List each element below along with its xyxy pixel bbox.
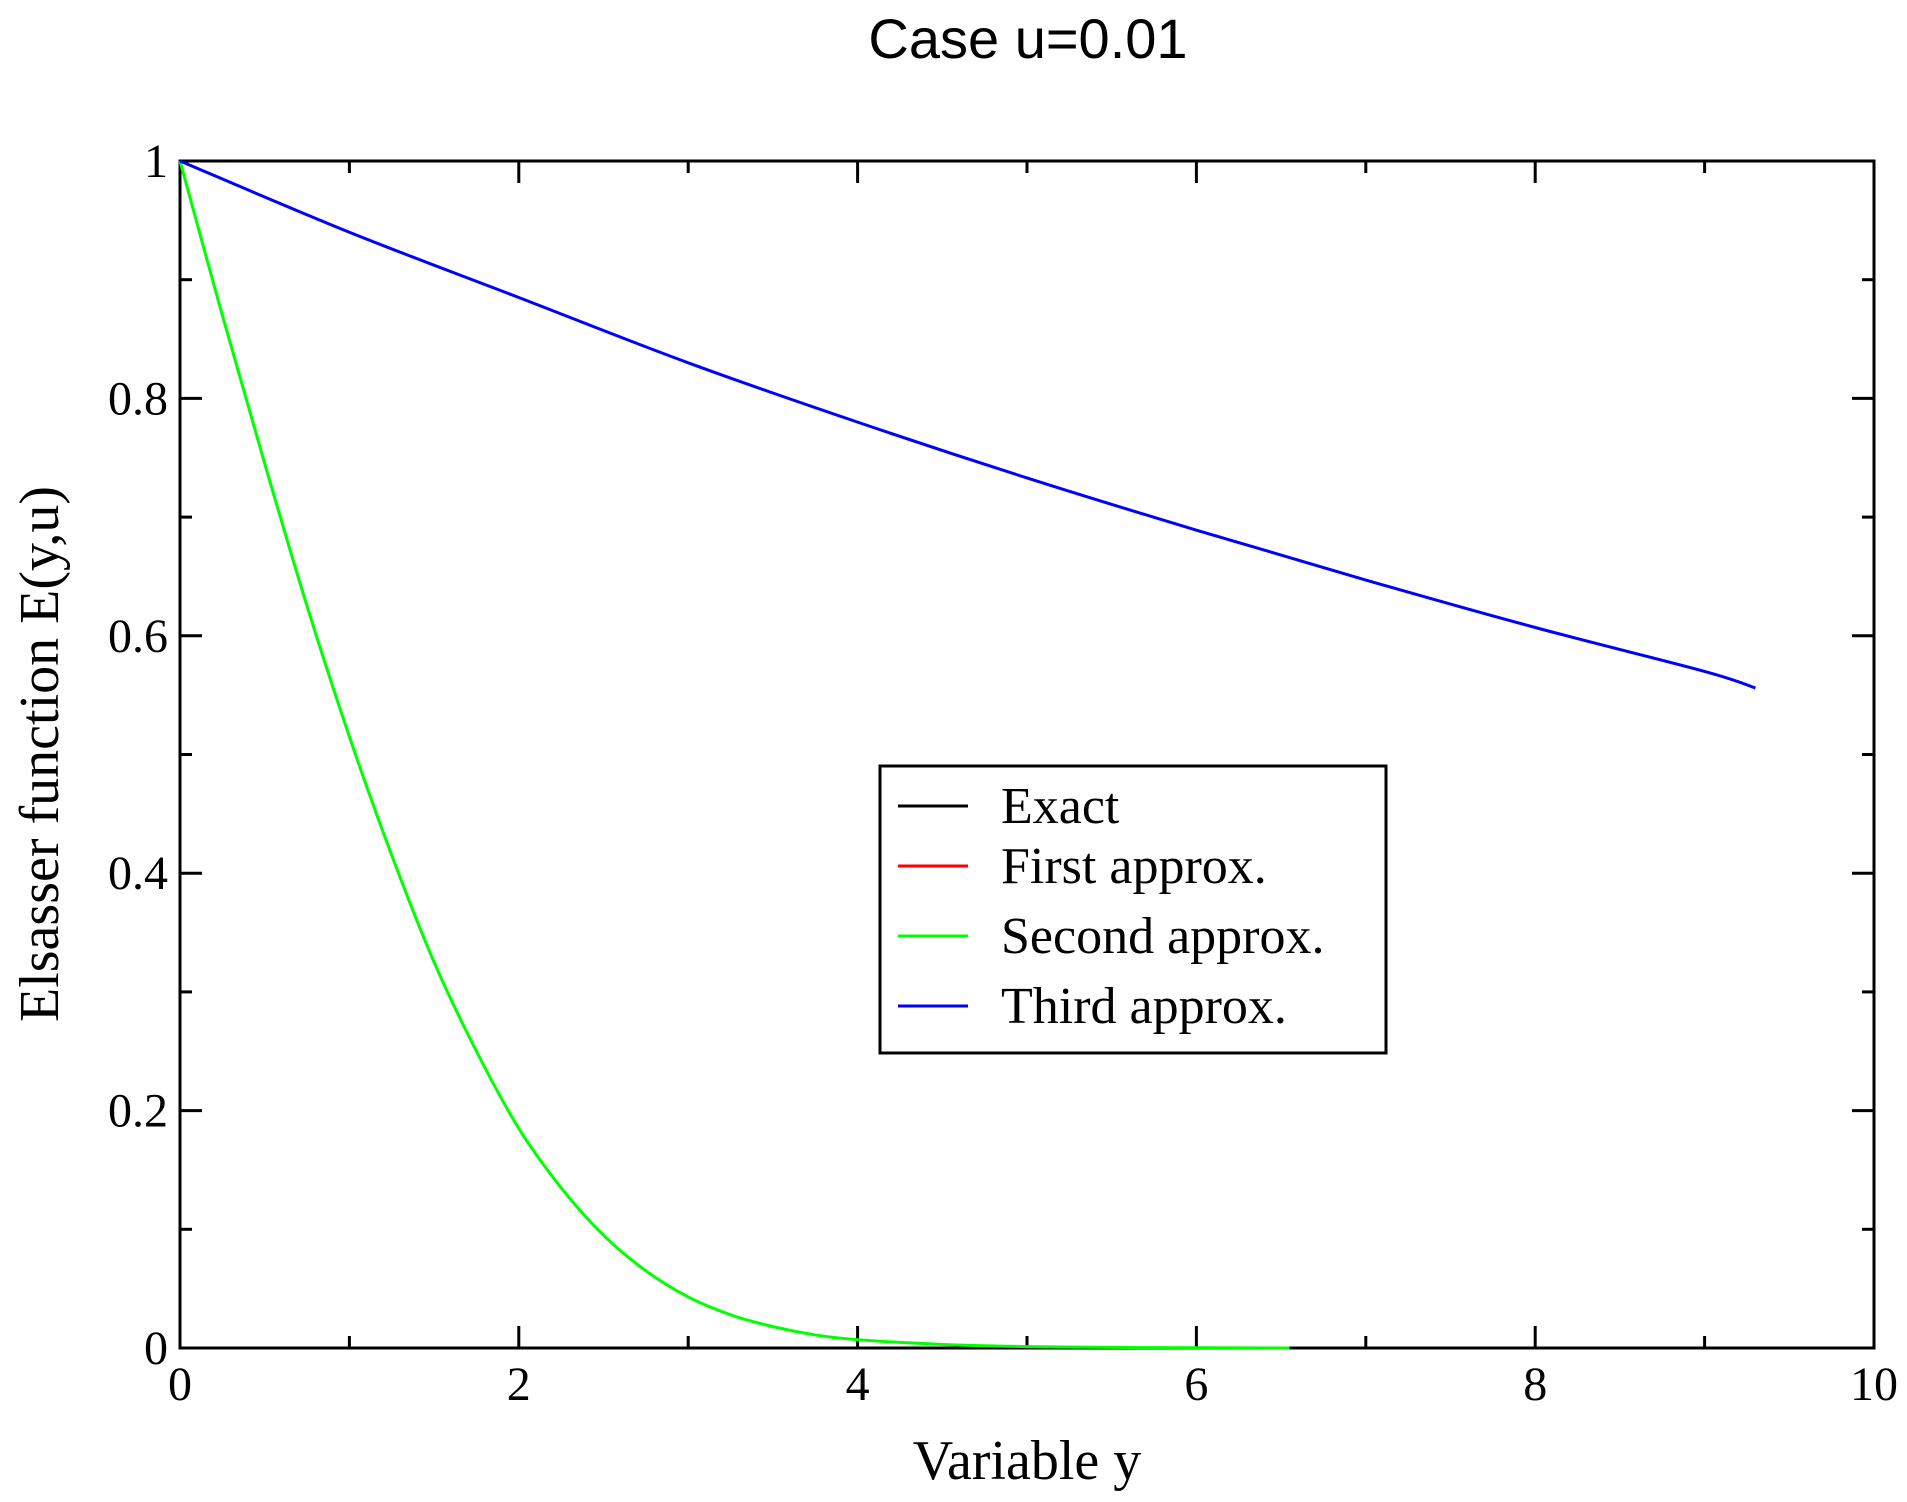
x-tick-labels: 0 2 4 6 8 10	[168, 1358, 1898, 1411]
y-tick-label: 0.2	[108, 1085, 168, 1138]
series-line-third-approx	[179, 159, 1756, 690]
plot-frame	[178, 159, 1876, 1350]
x-tick-label: 4	[846, 1358, 870, 1411]
x-tick-label: 2	[507, 1358, 531, 1411]
series-line-second-approx	[178, 160, 1290, 1350]
y-tick-label: 0.4	[108, 847, 168, 900]
tick-marks	[178, 159, 1876, 1350]
y-axis-label: Elsasser function E(y,u)	[9, 486, 71, 1022]
x-tick-label: 0	[168, 1358, 192, 1411]
y-tick-label: 0.8	[108, 372, 168, 425]
legend-label-third-approx: Third approx.	[1001, 978, 1287, 1035]
y-tick-label: 1	[144, 135, 168, 188]
x-tick-label: 10	[1850, 1358, 1898, 1411]
y-tick-label: 0	[144, 1322, 168, 1375]
legend-label-first-approx: First approx.	[1001, 838, 1267, 895]
x-tick-label: 8	[1523, 1358, 1547, 1411]
series-lines	[178, 159, 1756, 1350]
x-tick-label: 6	[1184, 1358, 1208, 1411]
y-tick-labels: 0 0.2 0.4 0.6 0.8 1	[108, 135, 168, 1375]
y-tick-label: 0.6	[108, 610, 168, 663]
legend-label-exact: Exact	[1001, 778, 1120, 835]
legend-label-second-approx: Second approx.	[1001, 908, 1324, 965]
x-axis-label: Variable y	[913, 1430, 1142, 1492]
chart-title: Case u=0.01	[868, 7, 1187, 70]
